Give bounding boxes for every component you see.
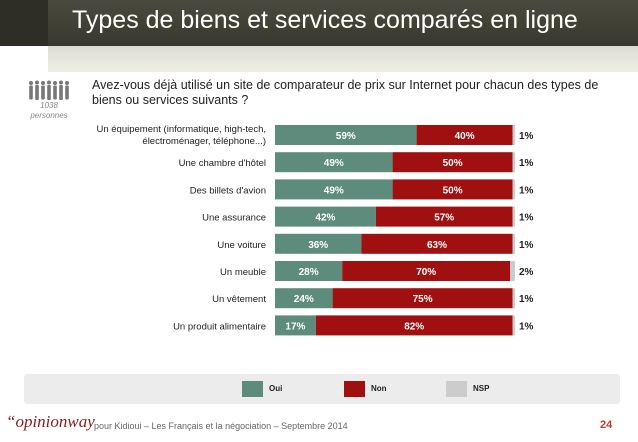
title-accent	[0, 0, 48, 46]
data-label-non: 40%	[455, 131, 475, 142]
sample-size: 1038 personnes	[26, 101, 72, 121]
bar-nsp	[512, 288, 515, 309]
data-label-non: 70%	[416, 267, 436, 278]
category-label: Une assurance	[202, 213, 266, 224]
bar-nsp	[510, 261, 515, 281]
survey-question: Avez-vous déjà utilisé un site de compar…	[92, 78, 599, 107]
category-label: Un équipement (informatique, high-tech, é…	[96, 124, 266, 147]
bar-nsp	[512, 179, 515, 200]
data-label-non: 75%	[413, 294, 433, 305]
sample-unit: personnes	[30, 111, 68, 120]
data-label-non: 82%	[404, 321, 424, 332]
legend-bar	[24, 374, 620, 404]
bar-nsp	[512, 206, 515, 227]
bar-oui	[275, 261, 343, 281]
data-label-nsp: 1%	[519, 213, 534, 224]
legend-label-oui: Oui	[269, 384, 283, 393]
data-label-oui: 28%	[299, 267, 319, 278]
data-label-non: 57%	[434, 213, 454, 224]
opinionway-logo: “opinionway	[6, 412, 95, 431]
data-label-oui: 42%	[315, 213, 335, 224]
data-label-nsp: 1%	[519, 185, 534, 196]
data-label-nsp: 1%	[519, 158, 534, 169]
bar-oui	[275, 233, 362, 254]
data-label-non: 50%	[443, 158, 463, 169]
data-label-nsp: 1%	[519, 131, 534, 142]
title-bar: Types de biens et services comparés en l…	[0, 0, 638, 46]
bar-non	[332, 288, 513, 309]
bar-oui	[275, 288, 333, 309]
stacked-bar-chart: Un équipement (informatique, high-tech, é…	[96, 124, 534, 336]
bar-oui	[275, 206, 376, 227]
bar-non	[392, 152, 513, 173]
bar-oui	[275, 125, 417, 145]
bar-non	[315, 315, 513, 336]
data-label-nsp: 1%	[519, 240, 534, 251]
sub-header-band	[48, 46, 638, 72]
legend-swatch-nsp	[446, 381, 467, 397]
category-label: Une voiture	[217, 240, 266, 251]
data-label-non: 63%	[427, 240, 447, 251]
bar-nsp	[512, 233, 515, 254]
bar-non	[375, 206, 513, 227]
data-label-non: 50%	[443, 185, 463, 196]
data-label-oui: 17%	[285, 321, 305, 332]
legend-label-nsp: NSP	[473, 384, 490, 393]
category-label: Une chambre d'hôtel	[179, 158, 266, 169]
people-icon	[29, 80, 69, 100]
data-label-oui: 36%	[308, 240, 328, 251]
data-label-oui: 24%	[294, 294, 314, 305]
data-label-oui: 49%	[324, 185, 344, 196]
footer-text: pour Kidioui – Les Français et la négoci…	[94, 421, 348, 431]
bar-oui	[275, 315, 316, 336]
bar-nsp	[512, 125, 515, 145]
data-label-nsp: 1%	[519, 294, 534, 305]
data-label-oui: 49%	[324, 158, 344, 169]
page-number: 24	[600, 419, 613, 431]
bar-non	[342, 261, 511, 281]
data-label-oui: 59%	[336, 131, 356, 142]
bar-nsp	[512, 152, 515, 173]
category-label: Un vêtement	[212, 294, 266, 305]
legend-swatch-oui	[242, 381, 263, 397]
legend-swatch-non	[344, 381, 365, 397]
bar-non	[416, 125, 513, 145]
bar-oui	[275, 152, 393, 173]
category-label: Un meuble	[220, 267, 266, 278]
category-label: Un produit alimentaire	[173, 321, 266, 332]
legend-label-non: Non	[371, 384, 387, 393]
bar-oui	[275, 179, 393, 200]
bar-non	[361, 233, 513, 254]
bar-nsp	[512, 315, 515, 336]
page-title: Types de biens et services comparés en l…	[72, 6, 578, 34]
category-label: Des billets d'avion	[190, 185, 266, 196]
data-label-nsp: 2%	[519, 267, 534, 278]
sample-count: 1038	[40, 101, 58, 110]
data-label-nsp: 1%	[519, 321, 534, 332]
bar-non	[392, 179, 513, 200]
